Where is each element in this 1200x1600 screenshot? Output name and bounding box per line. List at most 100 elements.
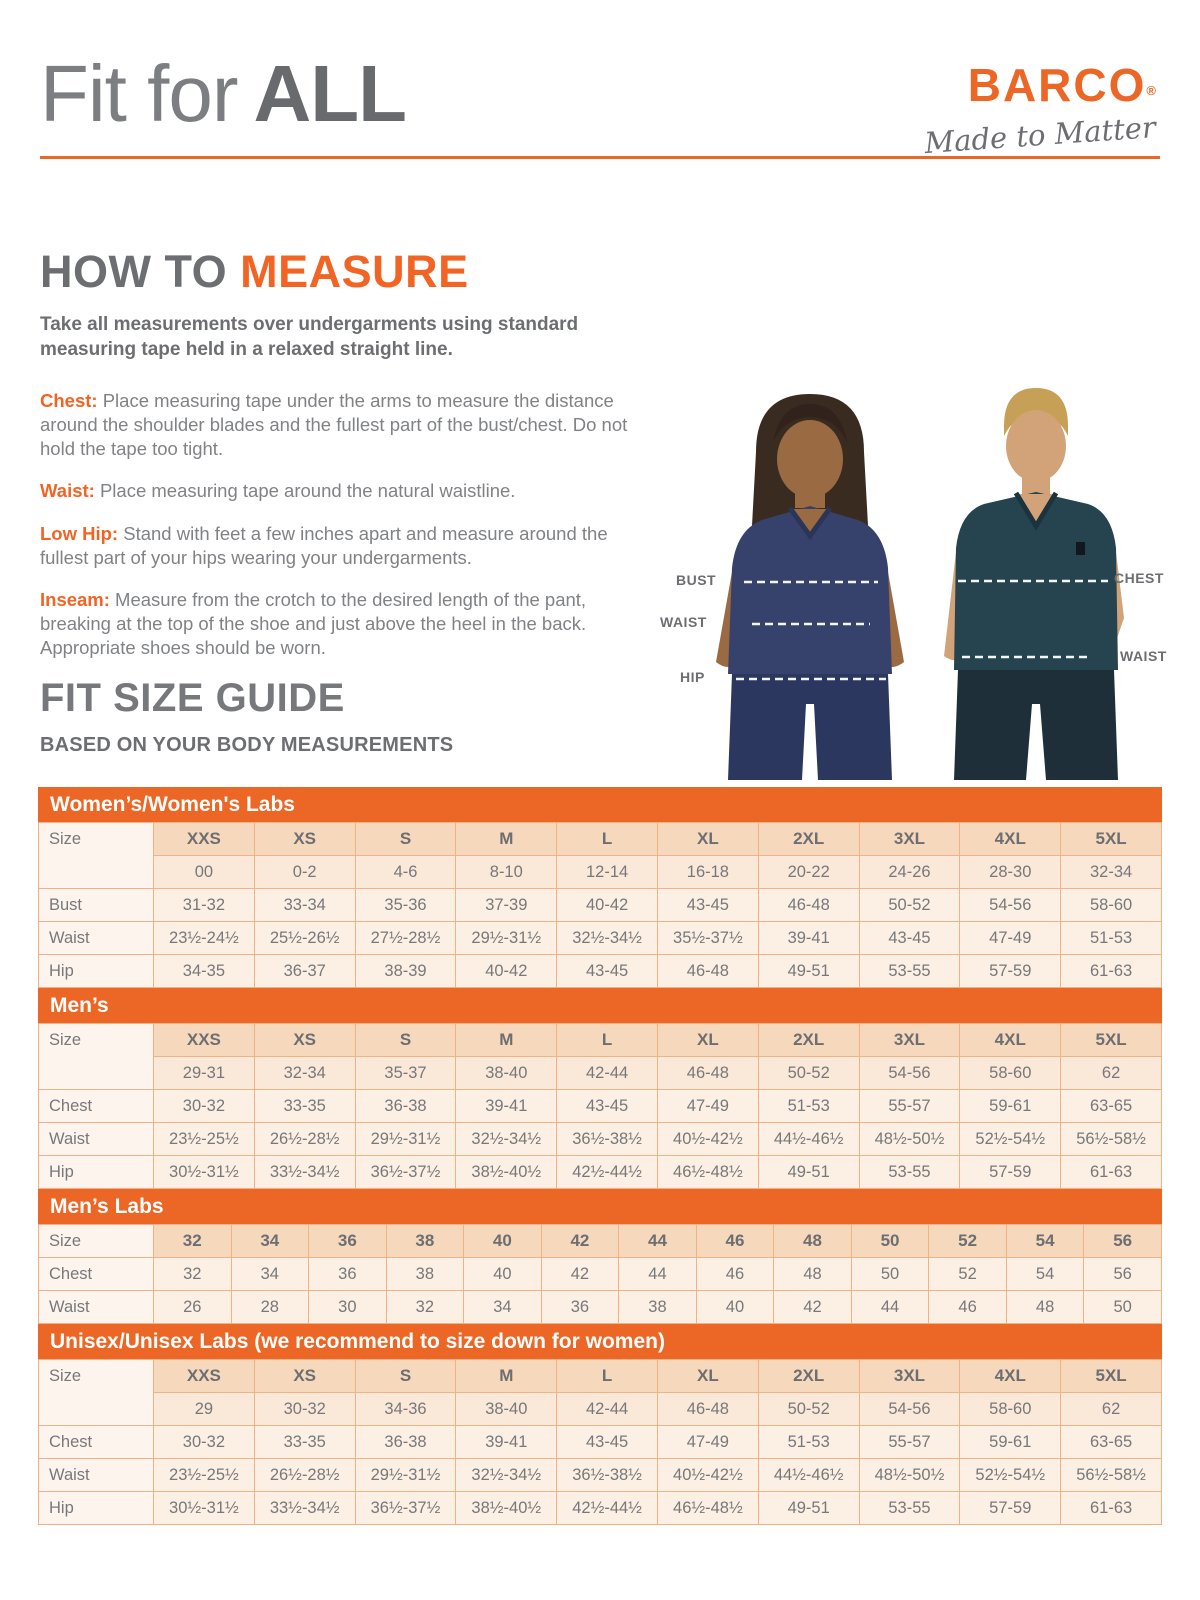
data-cell: 48 xyxy=(773,1257,852,1291)
data-cell: 34-35 xyxy=(153,954,255,988)
data-cell: 52½-54½ xyxy=(959,1458,1062,1492)
col-header: M xyxy=(455,1359,558,1393)
data-cell: 43-45 xyxy=(556,1425,658,1459)
col-header: 2XL xyxy=(757,1359,860,1393)
size-value-cell: 46-48 xyxy=(656,1056,759,1090)
table-mens-labs: Size 32 34 36 38 40 42 44 46 48 50 52 54 56 Chest 32 34 3… xyxy=(38,1224,1162,1324)
col-header: XS xyxy=(253,1023,356,1057)
data-cell: 34 xyxy=(230,1257,310,1291)
col-header: XL xyxy=(656,822,759,856)
data-cell: 36-37 xyxy=(253,954,356,988)
data-cell: 36-38 xyxy=(354,1425,457,1459)
col-header: 5XL xyxy=(1060,822,1162,856)
col-header: M xyxy=(455,822,558,856)
size-value-cell: 50-52 xyxy=(757,1056,860,1090)
col-header: 54 xyxy=(1005,1224,1085,1258)
col-header: 4XL xyxy=(959,822,1062,856)
data-cell: 42 xyxy=(540,1257,620,1291)
measure-item-chest-label: Chest: xyxy=(40,389,98,411)
col-header: S xyxy=(354,1023,457,1057)
col-header: 38 xyxy=(385,1224,465,1258)
data-cell: 49-51 xyxy=(757,1155,860,1189)
col-header: XS xyxy=(253,1359,356,1393)
data-cell: 36½-38½ xyxy=(556,1458,658,1492)
size-value-cell: 0-2 xyxy=(253,855,356,889)
data-cell: 30 xyxy=(308,1290,387,1324)
data-cell: 40-42 xyxy=(556,888,658,922)
data-cell: 46 xyxy=(928,1290,1007,1324)
data-cell: 40-42 xyxy=(455,954,558,988)
data-cell: 57-59 xyxy=(959,1155,1062,1189)
data-cell: 52 xyxy=(928,1257,1007,1291)
waist-right-measure-label: WAIST xyxy=(1120,648,1167,664)
data-cell: 50-52 xyxy=(858,888,961,922)
size-label-cell: Size xyxy=(38,822,154,889)
table-row: Bust 31-32 33-34 35-36 37-39 40-42 43-45 46-48 5… xyxy=(38,888,1162,922)
page-title: Fit for ALL xyxy=(40,48,407,140)
data-cell: 34 xyxy=(463,1290,542,1324)
col-header: 3XL xyxy=(858,822,961,856)
header-divider xyxy=(40,156,1160,159)
data-cell: 42½-44½ xyxy=(556,1155,658,1189)
row-label: Bust xyxy=(38,888,154,922)
data-cell: 43-45 xyxy=(556,1089,658,1123)
col-header: XXS xyxy=(153,822,255,856)
size-table-unisex: Unisex/Unisex Labs (we recommend to size… xyxy=(38,1324,1162,1525)
data-cell: 33½-34½ xyxy=(253,1155,356,1189)
col-header: 52 xyxy=(928,1224,1007,1258)
col-header: L xyxy=(556,1023,658,1057)
data-cell: 26½-28½ xyxy=(253,1122,356,1156)
col-header: 4XL xyxy=(959,1359,1062,1393)
data-cell: 53-55 xyxy=(858,1155,961,1189)
size-value-cell: 62 xyxy=(1060,1056,1162,1090)
size-value-cell: 42-44 xyxy=(556,1392,658,1426)
data-cell: 35½-37½ xyxy=(656,921,759,955)
col-header: 5XL xyxy=(1060,1359,1162,1393)
row-label: Hip xyxy=(38,1155,154,1189)
col-header: 2XL xyxy=(757,822,860,856)
data-cell: 38½-40½ xyxy=(455,1155,558,1189)
data-cell: 53-55 xyxy=(858,1491,961,1525)
data-cell: 43-45 xyxy=(556,954,658,988)
row-label: Chest xyxy=(38,1425,154,1459)
col-header: L xyxy=(556,822,658,856)
col-header: XXS xyxy=(153,1359,255,1393)
data-cell: 56 xyxy=(1083,1257,1162,1291)
data-cell: 47-49 xyxy=(959,921,1062,955)
heading-part-gray: HOW TO xyxy=(40,246,241,297)
data-cell: 48½-50½ xyxy=(858,1122,961,1156)
data-cell: 43-45 xyxy=(656,888,759,922)
table-row: Hip 30½-31½ 33½-34½ 36½-37½ 38½-40½ 42½-44½ 46… xyxy=(38,1155,1162,1189)
data-cell: 33-35 xyxy=(253,1425,356,1459)
data-cell: 30½-31½ xyxy=(153,1491,255,1525)
col-header: XXS xyxy=(153,1023,255,1057)
data-cell: 36 xyxy=(540,1290,620,1324)
size-value-cell: 8-10 xyxy=(455,855,558,889)
measure-item-inseam-label: Inseam: xyxy=(40,589,110,611)
table-band-mens-labs: Men’s Labs xyxy=(38,1189,1162,1224)
waist-left-measure-label: WAIST xyxy=(660,614,707,630)
measure-item-chest: Chest: Place measuring tape under the ar… xyxy=(40,389,640,461)
data-cell: 26½-28½ xyxy=(253,1458,356,1492)
header-row: Size XXS XS S M L XL 2XL 3XL 4XL 5XL xyxy=(38,1023,1162,1090)
size-value-cell: 20-22 xyxy=(757,855,860,889)
size-value-cell: 54-56 xyxy=(858,1056,961,1090)
data-cell: 39-41 xyxy=(455,1089,558,1123)
table-row: Waist 23½-25½ 26½-28½ 29½-31½ 32½-34½ 36½-38½… xyxy=(38,1122,1162,1156)
col-header: 2XL xyxy=(757,1023,860,1057)
measure-item-waist: Waist: Place measuring tape around the n… xyxy=(40,479,640,503)
data-cell: 36½-37½ xyxy=(354,1491,457,1525)
size-values-row: 29 30-32 34-36 38-40 42-44 46-48 50-52 54-56 58-… xyxy=(39,1392,1162,1426)
col-header: 46 xyxy=(695,1224,775,1258)
data-cell: 46 xyxy=(695,1257,775,1291)
female-model xyxy=(716,394,904,780)
size-label-cell: Size xyxy=(38,1359,154,1426)
size-value-cell: 29-31 xyxy=(153,1056,255,1090)
data-cell: 28 xyxy=(230,1290,310,1324)
data-cell: 43-45 xyxy=(858,921,961,955)
data-cell: 39-41 xyxy=(757,921,860,955)
header-row: Size XXS XS S M L XL 2XL 3XL 4XL 5XL xyxy=(38,822,1162,889)
fit-size-guide-subheading: BASED ON YOUR BODY MEASUREMENTS xyxy=(40,734,454,756)
data-cell: 44½-46½ xyxy=(757,1458,860,1492)
registered-mark: ® xyxy=(1146,83,1156,98)
